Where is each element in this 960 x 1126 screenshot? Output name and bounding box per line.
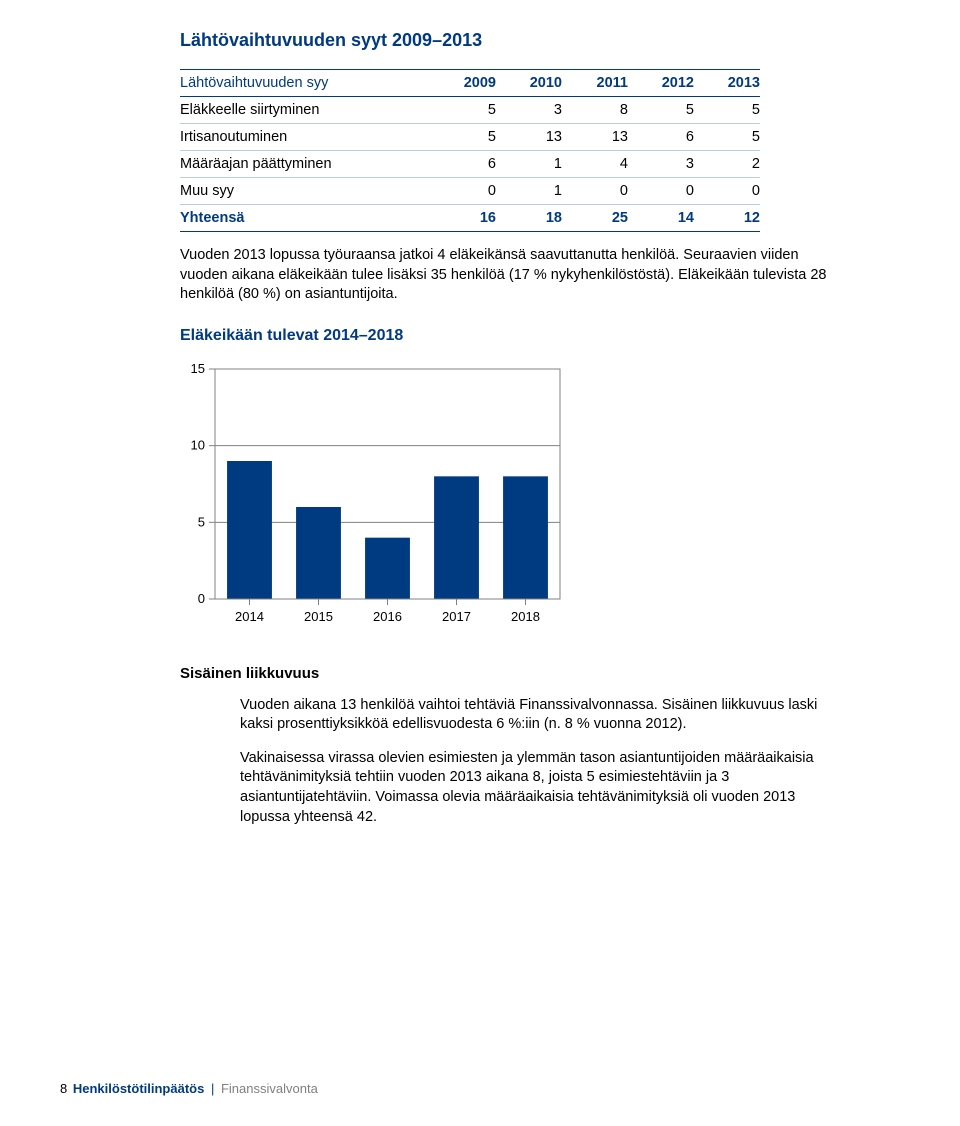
bar — [434, 476, 479, 599]
paragraph: Vuoden aikana 13 henkilöä vaihtoi tehtäv… — [240, 696, 840, 735]
cell-value: 12 — [694, 205, 760, 232]
cell-value: 5 — [694, 124, 760, 151]
cell-value: 25 — [562, 205, 628, 232]
table-body: Eläkkeelle siirtyminen53855Irtisanoutumi… — [180, 97, 760, 232]
chart-title: Eläkeikään tulevat 2014–2018 — [180, 327, 850, 345]
svg-text:2015: 2015 — [304, 609, 333, 624]
cell-value: 1 — [496, 151, 562, 178]
svg-text:2017: 2017 — [442, 609, 471, 624]
svg-text:2014: 2014 — [235, 609, 264, 624]
cell-value: 0 — [694, 178, 760, 205]
cell-value: 4 — [562, 151, 628, 178]
page-footer: 8 Henkilöstötilinpäätös | Finanssivalvon… — [60, 1081, 318, 1096]
cell-value: 1 — [496, 178, 562, 205]
footer-sep: | — [211, 1081, 214, 1096]
cell-value: 6 — [628, 124, 694, 151]
footer-title: Henkilöstötilinpäätös — [73, 1081, 204, 1096]
row-label: Muu syy — [180, 178, 430, 205]
svg-text:2018: 2018 — [511, 609, 540, 624]
cell-value: 16 — [430, 205, 496, 232]
bar — [227, 461, 272, 599]
cell-value: 5 — [430, 124, 496, 151]
cell-value: 13 — [562, 124, 628, 151]
paragraph: Vakinaisessa virassa olevien esimiesten … — [240, 749, 840, 827]
svg-text:15: 15 — [191, 361, 205, 376]
page-number: 8 — [60, 1081, 67, 1096]
retirement-chart: 0 5 10 15 2014 2015 2016 2017 2018 — [170, 359, 850, 649]
row-label: Määräajan päättyminen — [180, 151, 430, 178]
cell-value: 5 — [628, 97, 694, 124]
cell-value: 18 — [496, 205, 562, 232]
paragraph: Vuoden 2013 lopussa työuraansa jatkoi 4 … — [180, 246, 840, 305]
svg-text:5: 5 — [198, 514, 205, 529]
section-title: Lähtövaihtuvuuden syyt 2009–2013 — [180, 30, 850, 51]
document-page: Lähtövaihtuvuuden syyt 2009–2013 Lähtöva… — [0, 0, 960, 1126]
cell-value: 5 — [430, 97, 496, 124]
table-row: Eläkkeelle siirtyminen53855 — [180, 97, 760, 124]
cell-value: 3 — [628, 151, 694, 178]
cell-value: 0 — [628, 178, 694, 205]
table-header: Lähtövaihtuvuuden syy 2009 2010 2011 201… — [180, 70, 760, 97]
row-label: Eläkkeelle siirtyminen — [180, 97, 430, 124]
cell-value: 6 — [430, 151, 496, 178]
bar — [503, 476, 548, 599]
col-year: 2013 — [694, 70, 760, 97]
col-year: 2012 — [628, 70, 694, 97]
row-label: Irtisanoutuminen — [180, 124, 430, 151]
col-year: 2011 — [562, 70, 628, 97]
table-row: Muu syy01000 — [180, 178, 760, 205]
cell-value: 8 — [562, 97, 628, 124]
svg-text:0: 0 — [198, 591, 205, 606]
cell-value: 5 — [694, 97, 760, 124]
table-header-label: Lähtövaihtuvuuden syy — [180, 70, 430, 97]
mobility-subhead: Sisäinen liikkuvuus — [180, 665, 850, 682]
turnover-reasons-table: Lähtövaihtuvuuden syy 2009 2010 2011 201… — [180, 69, 760, 232]
svg-text:10: 10 — [191, 437, 205, 452]
table-row: Yhteensä1618251412 — [180, 205, 760, 232]
bar — [296, 507, 341, 599]
bar — [365, 537, 410, 598]
cell-value: 3 — [496, 97, 562, 124]
col-year: 2010 — [496, 70, 562, 97]
cell-value: 0 — [430, 178, 496, 205]
cell-value: 13 — [496, 124, 562, 151]
footer-org: Finanssivalvonta — [221, 1081, 318, 1096]
cell-value: 14 — [628, 205, 694, 232]
bar-chart-svg: 0 5 10 15 2014 2015 2016 2017 2018 — [170, 359, 590, 649]
cell-value: 2 — [694, 151, 760, 178]
col-year: 2009 — [430, 70, 496, 97]
row-label: Yhteensä — [180, 205, 430, 232]
table-row: Irtisanoutuminen5131365 — [180, 124, 760, 151]
table-row: Määräajan päättyminen61432 — [180, 151, 760, 178]
cell-value: 0 — [562, 178, 628, 205]
svg-text:2016: 2016 — [373, 609, 402, 624]
